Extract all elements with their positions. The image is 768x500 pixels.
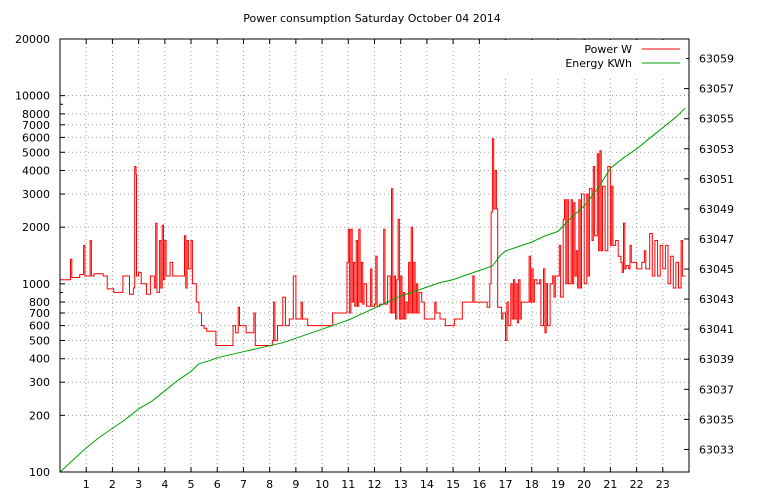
x-tick-label: 3: [135, 478, 142, 491]
y-tick-label: 6000: [22, 131, 50, 144]
y2-tick-label: 63051: [699, 173, 734, 186]
x-tick-label: 14: [420, 478, 434, 491]
x-tick-label: 21: [603, 478, 617, 491]
y-tick-label: 20000: [15, 33, 50, 46]
y2-tick-label: 63053: [699, 143, 734, 156]
y2-tick-label: 63047: [699, 233, 734, 246]
y2-tick-label: 63045: [699, 263, 734, 276]
y-tick-label: 700: [29, 307, 50, 320]
x-tick-label: 1: [83, 478, 90, 491]
y-tick-label: 500: [29, 334, 50, 347]
x-tick-label: 22: [630, 478, 644, 491]
legend: Power W Energy KWh: [500, 40, 686, 76]
y-tick-label: 100: [29, 466, 50, 479]
y2-tick-label: 63055: [699, 113, 734, 126]
series-line-power: [60, 138, 686, 346]
x-tick-label: 5: [188, 478, 195, 491]
y-tick-label: 10000: [15, 90, 50, 103]
x-tick-label: 10: [315, 478, 329, 491]
x-tick-label: 15: [446, 478, 460, 491]
legend-label-energy: Energy KWh: [565, 57, 632, 70]
y2-tick-label: 63057: [699, 83, 734, 96]
y-tick-label: 200: [29, 409, 50, 422]
x-tick-label: 4: [161, 478, 168, 491]
series-line-energy: [59, 107, 686, 473]
x-tick-label: 9: [292, 478, 299, 491]
y-tick-label: 4000: [22, 165, 50, 178]
legend-label-power: Power W: [584, 43, 632, 56]
y-tick-label: 5000: [22, 146, 50, 159]
y2-tick-label: 63035: [699, 413, 734, 426]
x-tick-label: 16: [472, 478, 486, 491]
x-tick-label: 11: [341, 478, 355, 491]
x-tick-label: 23: [656, 478, 670, 491]
grid: [60, 38, 689, 473]
x-tick-label: 8: [266, 478, 273, 491]
y2-tick-label: 63039: [699, 353, 734, 366]
x-tick-label: 18: [525, 478, 539, 491]
y-tick-label: 8000: [22, 108, 50, 121]
y-tick-label: 600: [29, 320, 50, 333]
x-tick-label: 6: [214, 478, 221, 491]
axes: 1 2 3 4 5 6 7 8 9 10 11 12 13 14 15 16 17 18 19 20 21 22 23100…: [15, 33, 734, 491]
y-tick-label: 3000: [22, 188, 50, 201]
y2-tick-label: 63033: [699, 443, 734, 456]
series-layer: [59, 107, 686, 473]
y2-tick-label: 63037: [699, 383, 734, 396]
x-tick-label: 12: [368, 478, 382, 491]
x-tick-label: 19: [551, 478, 565, 491]
y2-tick-label: 63049: [699, 203, 734, 216]
y2-tick-label: 63059: [699, 53, 734, 66]
x-tick-label: 13: [394, 478, 408, 491]
y-tick-label: 400: [29, 353, 50, 366]
x-tick-label: 17: [499, 478, 513, 491]
y-tick-label: 300: [29, 376, 50, 389]
y-tick-label: 7000: [22, 119, 50, 132]
y2-tick-label: 63041: [699, 323, 734, 336]
x-tick-label: 7: [240, 478, 247, 491]
x-tick-label: 20: [577, 478, 591, 491]
y-tick-label: 1000: [22, 278, 50, 291]
x-tick-label: 2: [109, 478, 116, 491]
y-tick-label: 800: [29, 296, 50, 309]
y-tick-label: 2000: [22, 221, 50, 234]
chart-title: Power consumption Saturday October 04 20…: [243, 12, 501, 25]
y2-tick-label: 63043: [699, 293, 734, 306]
